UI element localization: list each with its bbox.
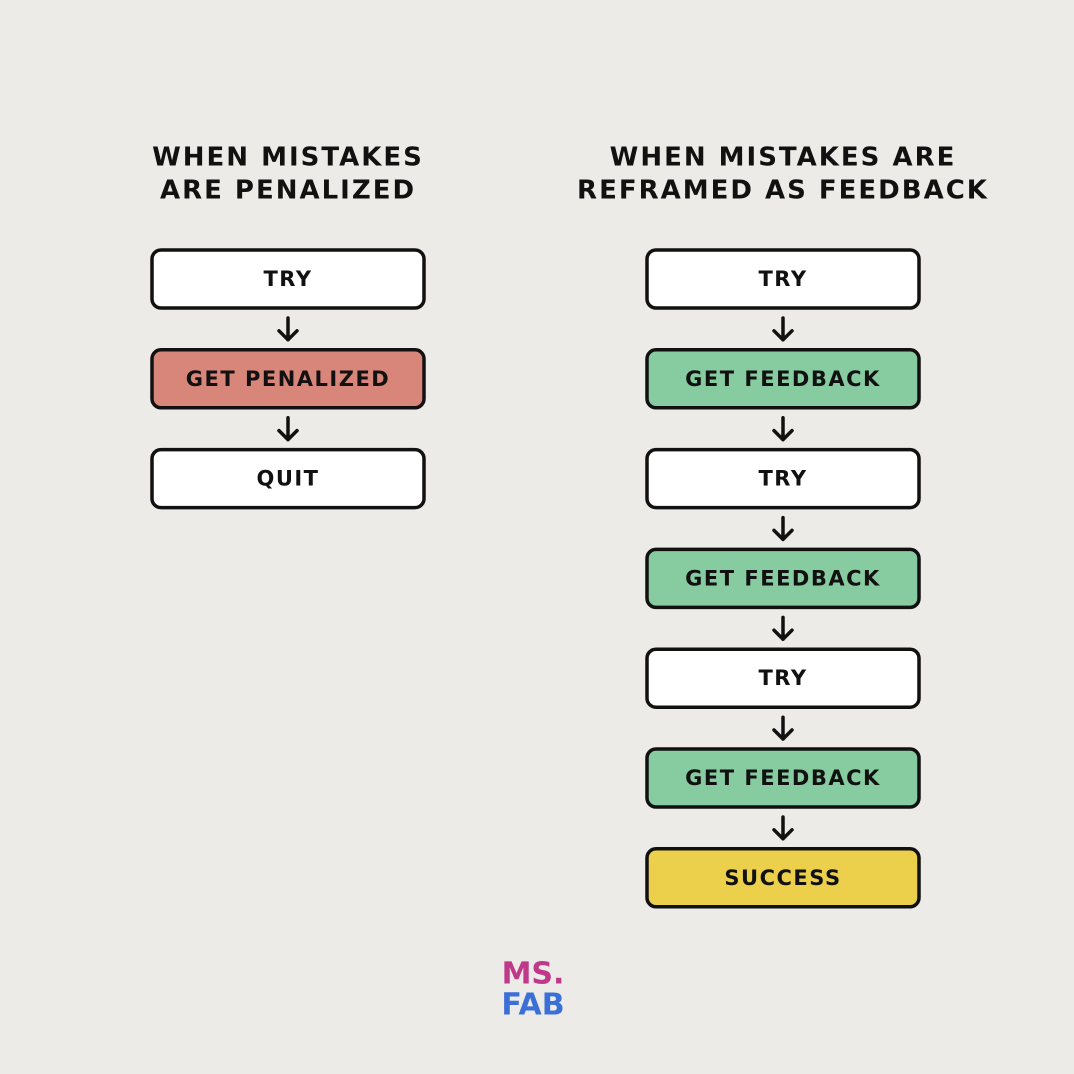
column-title: WHEN MISTAKES — [152, 143, 424, 173]
step-box — [645, 847, 921, 909]
step-label: GET PENALIZED — [186, 367, 390, 391]
arrow — [772, 316, 794, 342]
step-box — [645, 348, 921, 410]
step-box — [150, 447, 426, 510]
arrow — [277, 316, 299, 342]
step-box — [150, 348, 426, 410]
step-label: GET FEEDBACK — [685, 766, 881, 790]
arrow — [772, 416, 794, 442]
step-label: GET FEEDBACK — [685, 566, 881, 590]
step-label: TRY — [758, 467, 807, 491]
step-label: GET FEEDBACK — [685, 367, 881, 391]
step-label: SUCCESS — [724, 866, 841, 890]
logo-bottom: FAB — [501, 988, 564, 1023]
arrow — [772, 515, 794, 542]
arrow — [772, 715, 794, 741]
arrow — [277, 416, 299, 442]
step-label: QUIT — [256, 467, 319, 491]
step-label: TRY — [758, 267, 807, 291]
step-label: TRY — [263, 267, 312, 291]
arrow — [772, 815, 794, 841]
step-label: TRY — [758, 666, 807, 690]
step-box — [645, 647, 921, 709]
step-box — [645, 248, 921, 310]
column-title: ARE PENALIZED — [160, 176, 416, 206]
logo-top: MS. — [502, 957, 565, 992]
step-box — [150, 248, 426, 310]
step-box — [645, 547, 921, 610]
step-box — [645, 747, 921, 809]
column-title: WHEN MISTAKES ARE — [610, 143, 957, 173]
arrow — [772, 615, 794, 641]
column-title: REFRAMED AS FEEDBACK — [577, 176, 989, 206]
step-box — [645, 447, 921, 510]
